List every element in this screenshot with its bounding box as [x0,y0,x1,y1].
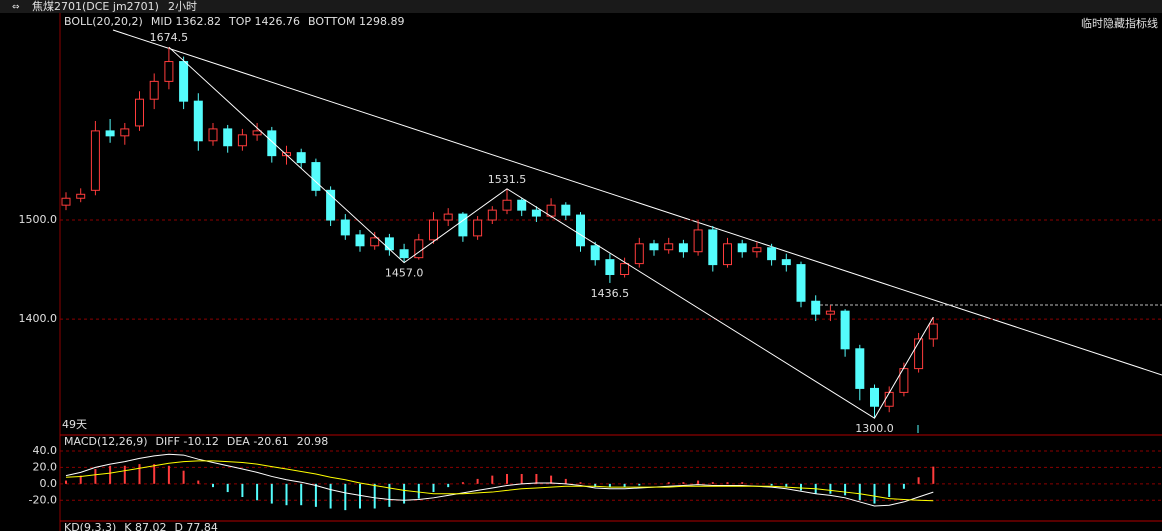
candle-body [634,243,644,265]
y-tick-label: 1400.0 [19,312,58,325]
candle-body [370,237,380,247]
candle-body [135,98,144,127]
candle-body [914,338,924,370]
y-tick-label: -20.0 [29,493,57,506]
candle-body [252,130,262,136]
y-tick-label: 1500.0 [19,213,58,226]
candle-body [928,323,938,340]
candle-body [384,237,394,251]
candle-body [76,193,86,199]
y-tick-label: 20.0 [33,460,58,473]
y-tick-label: 0.0 [40,477,58,490]
candle-body [737,243,747,253]
candle-body [164,61,174,82]
indicator-label: DIFF -10.12 [156,435,219,448]
candle-body [825,310,835,315]
indicator-label: DEA -20.61 [227,435,289,448]
candle-body [752,247,762,253]
extreme-label: 1436.5 [591,287,630,300]
extreme-label: 1457.0 [385,267,424,280]
candle-body [531,209,541,217]
candle-body [61,197,71,206]
candle-body [414,239,424,259]
candle-body [870,387,879,407]
candle-body [458,213,468,237]
candle-body [355,234,365,247]
candle-body [296,152,306,164]
extreme-label: 1531.5 [488,173,527,186]
candle-body [443,213,453,221]
candle-body [590,245,600,261]
candle-body [649,243,659,251]
period: 2小时 [168,0,197,13]
candle-body [208,128,218,142]
candle-body [840,310,850,350]
candle-body [693,229,703,253]
candle-body [620,263,630,276]
extreme-label: 1300.0 [855,422,894,435]
indicator-label: BOTTOM 1298.89 [308,15,404,28]
candle-body [311,162,321,191]
candle-body [884,391,894,407]
candle-body [796,264,806,302]
candle-body [105,130,115,137]
candle-body [678,243,688,253]
indicator-label: 20.98 [297,435,329,448]
bar-count: 49天 [62,418,87,431]
candle-body [767,247,777,261]
candle-body [605,259,615,276]
extreme-label: 1674.5 [150,31,189,44]
candle-body [179,61,189,102]
macd-line [65,460,934,502]
kd-label: K 87.02 [124,521,166,531]
candle-body [282,152,291,157]
candle-body [781,259,791,266]
top-bar [0,0,1162,13]
indicator-label: MID 1362.82 [151,15,221,28]
candle-body [855,348,865,389]
candle-body [399,249,409,259]
candle-body [267,130,277,157]
indicator-label: MACD(12,26,9) [64,435,148,448]
candle-body [193,100,203,142]
candle-body [149,80,159,100]
symbol-title: 焦煤2701(DCE jm2701) [32,0,159,13]
zigzag-line [168,46,934,419]
y-tick-label: 40.0 [33,444,58,457]
kd-label: KD(9,3,3) [64,521,116,531]
candle-body [502,199,512,211]
candle-body [517,199,527,211]
candle-body [326,189,336,221]
candle-body [429,219,438,241]
candle-body [340,219,350,236]
hide-indicator-button[interactable]: 临时隐藏指标线 [1081,16,1158,30]
candle-body [811,300,821,315]
indicator-label: TOP 1426.76 [228,15,300,28]
indicator-label: BOLL(20,20,2) [64,15,143,28]
candle-body [120,128,130,137]
candle-body [487,209,497,221]
candle-body [90,130,100,191]
candle-body [723,243,732,266]
candle-body [473,219,483,237]
candle-body [664,243,674,251]
trend-line [112,29,1162,376]
icon: ⇔ [12,3,20,13]
candle-body [561,204,571,216]
candle-body [576,214,585,247]
zigzag-line [507,189,885,418]
macd-line [65,453,934,507]
candle-body [708,229,718,266]
candle-body [237,134,247,147]
kd-label: D 77.84 [174,521,217,531]
candle-body [223,128,233,147]
